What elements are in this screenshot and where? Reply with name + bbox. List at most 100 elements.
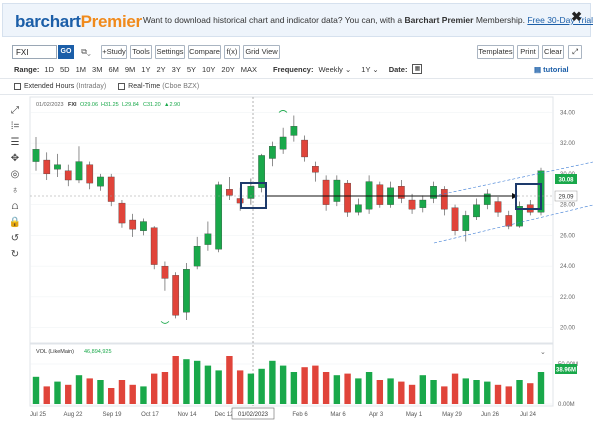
highlight-box-start[interactable]	[240, 182, 267, 209]
magnet-tool-icon[interactable]: ⩍	[11, 201, 19, 212]
volume-bar	[193, 360, 201, 404]
tutorial-link[interactable]: ▤ tutorial	[534, 65, 569, 74]
calendar-icon[interactable]: ▦	[412, 64, 423, 74]
print-button[interactable]: Print	[517, 45, 539, 59]
free-trial-link[interactable]: Free 30-Day Trial	[527, 15, 593, 25]
barchart-premier-logo[interactable]: barchartPremier	[15, 12, 142, 32]
candle-body	[279, 136, 287, 150]
candle-body	[258, 155, 265, 188]
crosshair-tool-icon[interactable]: ✥	[10, 153, 20, 164]
date-tick-label: Oct 17	[141, 412, 159, 418]
volume-bar	[322, 372, 330, 404]
volume-bar	[312, 365, 319, 404]
candle-body	[43, 159, 51, 175]
range-1y[interactable]: 1Y	[141, 64, 151, 74]
clear-button[interactable]: Clear	[542, 45, 564, 59]
shapes-tool-icon[interactable]: ◎	[10, 169, 20, 180]
range-3m[interactable]: 3M	[92, 64, 103, 74]
lock-icon[interactable]: 🔒	[8, 217, 22, 228]
candle-body	[107, 176, 115, 202]
range-10y[interactable]: 10Y	[202, 64, 216, 74]
templates-button[interactable]: Templates	[477, 45, 514, 59]
volume-bar	[172, 356, 179, 404]
promo-text: Want to download historical chart and in…	[143, 15, 403, 25]
drawing-toolbar: ⤢ ⁞= ☰ ✥ ◎ ♁ ⩍ 🔒 ↺ ↻	[7, 103, 23, 263]
tools-button[interactable]: Tools	[130, 45, 152, 59]
header-symbol: FXI	[68, 102, 77, 108]
lines-tool-icon[interactable]: ☰	[10, 137, 20, 148]
volume-bar	[97, 380, 104, 404]
range-3y[interactable]: 3Y	[171, 64, 181, 74]
extended-hours-checkbox[interactable]	[14, 83, 21, 90]
add-study-button[interactable]: +Study	[101, 45, 127, 59]
volume-bar	[419, 375, 427, 404]
trendline-tool-icon[interactable]: ⤢	[11, 105, 19, 116]
range-selector: Range: 1D 5D 1M 3M 6M 9M 1Y 2Y 3Y 5Y 10Y…	[14, 64, 423, 74]
header-date: 01/02/2023	[36, 102, 64, 108]
volume-bar	[247, 373, 255, 404]
range-20y[interactable]: 20Y	[221, 64, 235, 74]
undo-icon[interactable]: ↺	[10, 233, 20, 244]
candle-body	[333, 179, 341, 202]
price-tick-label: 26.00	[560, 233, 576, 239]
candle-body	[376, 184, 384, 205]
volume-bar	[505, 386, 512, 404]
volume-bars	[32, 356, 545, 404]
candle-body	[247, 186, 255, 199]
date-label: Date:	[388, 64, 408, 74]
date-tick-label: Sep 19	[102, 412, 122, 418]
channel-upper-line[interactable]	[433, 161, 593, 197]
candles	[32, 110, 545, 324]
chart-style-icon[interactable]: ⧉⌄	[81, 47, 91, 56]
pivot-low-marker	[160, 321, 170, 324]
grid-view-button[interactable]: Grid View	[243, 45, 280, 59]
symbol-input[interactable]	[12, 45, 57, 59]
volume-bar	[258, 368, 265, 404]
volume-collapse-icon[interactable]: ⌄	[540, 349, 546, 356]
frequency-select[interactable]: Weekly ⌄	[318, 64, 352, 74]
real-time-option[interactable]: Real-Time (Cboe BZX)	[118, 83, 199, 90]
range-5y[interactable]: 5Y	[186, 64, 197, 74]
date-tick-label: Dec 12	[214, 412, 234, 418]
annotation-tool-icon[interactable]: ♁	[11, 185, 19, 196]
fibonacci-tool-icon[interactable]: ⁞=	[10, 121, 20, 132]
candle-body	[193, 245, 201, 267]
settings-button[interactable]: Settings	[155, 45, 185, 59]
volume-bar	[344, 373, 351, 404]
candle-body	[419, 199, 427, 208]
compare-button[interactable]: Compare	[188, 45, 221, 59]
expand-icon[interactable]: ⤢	[568, 45, 582, 59]
header-open: O29.06	[80, 102, 98, 108]
period-select[interactable]: 1Y ⌄	[361, 64, 379, 74]
candle-body	[440, 189, 448, 210]
candle-body	[32, 149, 40, 162]
range-5d[interactable]: 5D	[60, 64, 70, 74]
promo-banner: barchartPremier Want to download histori…	[2, 3, 593, 37]
volume-bar	[108, 388, 115, 404]
redo-icon[interactable]: ↻	[10, 249, 20, 260]
candle-body	[215, 184, 223, 250]
range-1d[interactable]: 1D	[44, 64, 55, 74]
price-panel	[29, 96, 554, 344]
close-icon[interactable]: ✖	[571, 9, 582, 24]
range-9m[interactable]: 9M	[124, 64, 136, 74]
volume-bar	[204, 365, 212, 404]
price-tick-label: 34.00	[560, 110, 576, 116]
channel-lower-line[interactable]	[433, 204, 593, 244]
highlight-box-end[interactable]	[515, 183, 542, 210]
volume-bar	[150, 373, 158, 404]
fx-button[interactable]: f(x)	[224, 45, 240, 59]
range-max[interactable]: MAX	[240, 64, 258, 74]
range-1m[interactable]: 1M	[75, 64, 87, 74]
volume-bar	[430, 380, 437, 404]
brand-text-barchart: barchart	[15, 12, 81, 31]
volume-bar	[516, 380, 523, 404]
extended-hours-option[interactable]: Extended Hours (Intraday)	[14, 83, 106, 90]
go-button[interactable]: GO	[58, 45, 74, 59]
range-2y[interactable]: 2Y	[156, 64, 166, 74]
real-time-checkbox[interactable]	[118, 83, 126, 90]
candle-body	[354, 204, 362, 213]
range-6m[interactable]: 6M	[108, 64, 119, 74]
